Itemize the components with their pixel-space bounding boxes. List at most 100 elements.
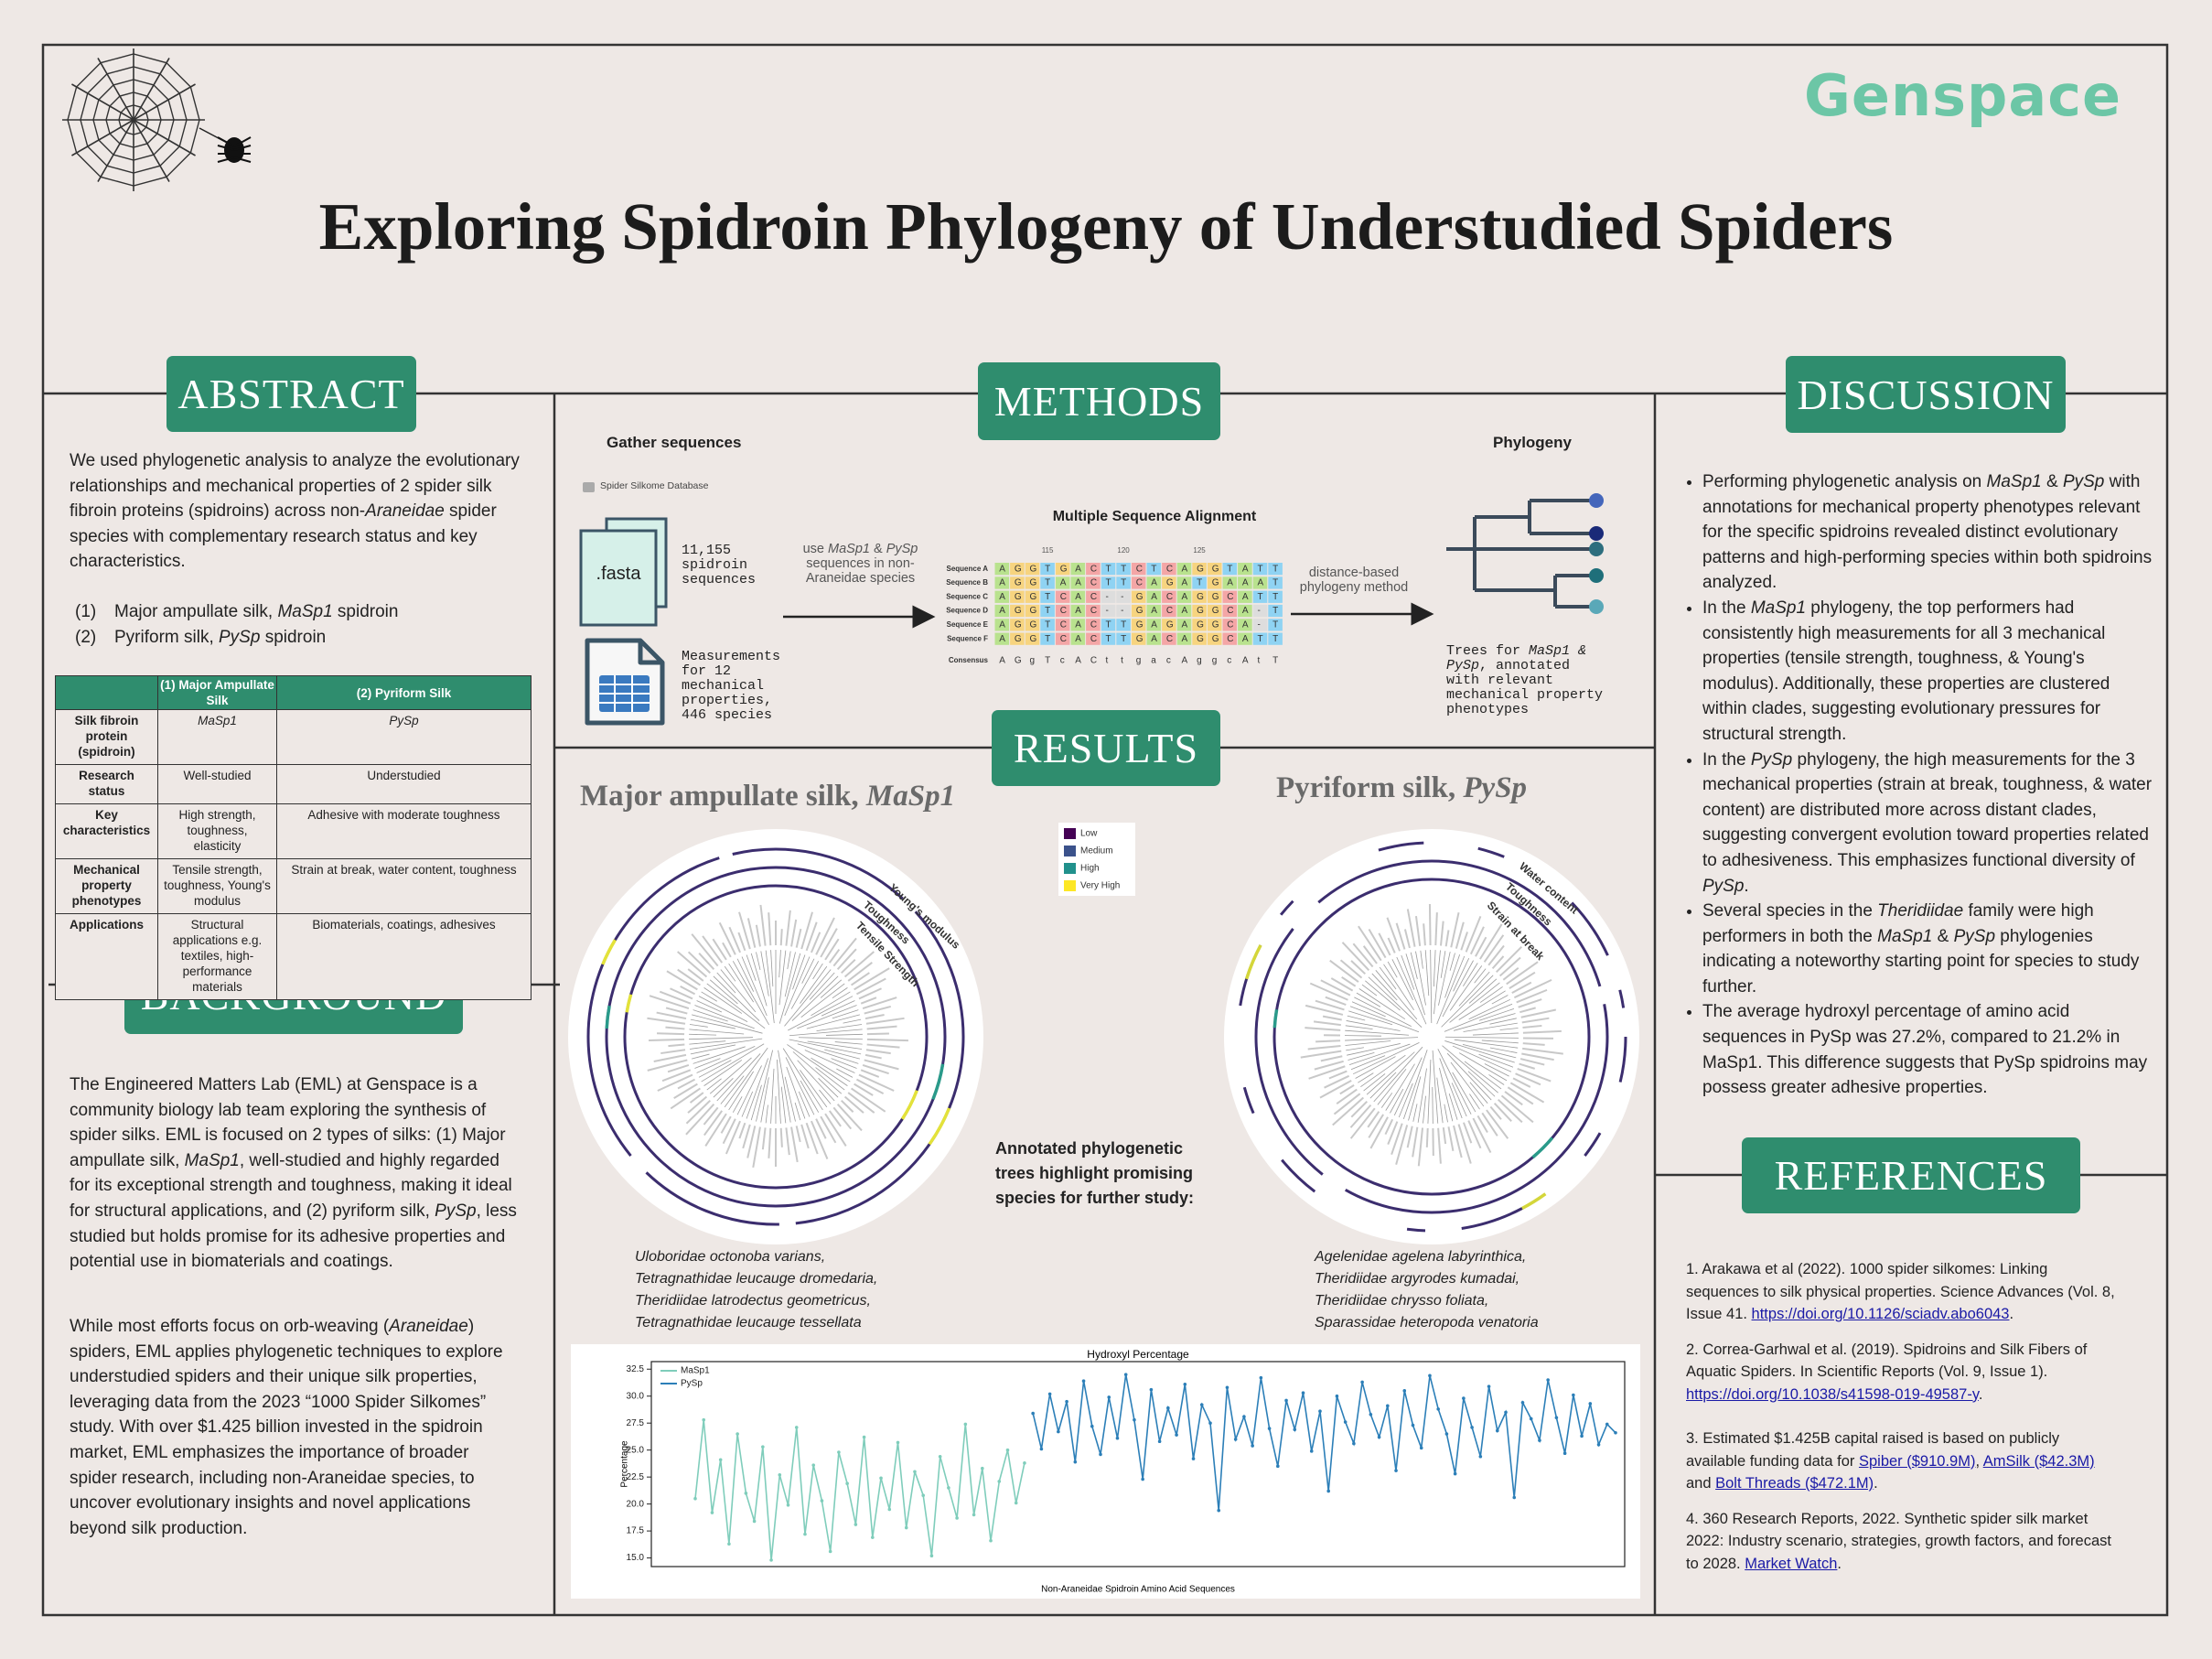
species-label — [824, 938, 840, 961]
species-label — [866, 1043, 900, 1049]
species-label — [742, 1124, 751, 1149]
species-label — [1406, 1126, 1413, 1148]
species-label — [836, 948, 857, 971]
tree-ring — [1272, 878, 1591, 1196]
bullet: Performing phylogenetic analysis on MaSp… — [1702, 469, 2156, 596]
reference-link[interactable]: Spiber ($910.9M) — [1858, 1452, 1976, 1470]
sequence-letters: AGGTCAC--GACAGGCATT — [999, 592, 1278, 602]
data-point — [1073, 1460, 1078, 1464]
data-point — [786, 1503, 790, 1507]
reference-link[interactable]: https://doi.org/10.1126/sciadv.abo6043 — [1751, 1306, 2010, 1322]
tree-branch — [741, 956, 768, 1017]
data-point — [769, 1558, 773, 1562]
tree-branch — [1464, 1061, 1502, 1090]
species-label — [843, 1095, 864, 1114]
alignment-cell — [1176, 632, 1192, 645]
tree-branch — [689, 1038, 763, 1050]
species-label — [805, 921, 818, 952]
legend-label: Medium — [1080, 846, 1113, 856]
tree-branch — [1379, 966, 1397, 990]
species-label — [718, 921, 736, 955]
alignment-cell — [1055, 590, 1070, 603]
data-point — [1276, 1464, 1280, 1469]
tree-branch — [836, 1068, 854, 1078]
species-label — [832, 1106, 853, 1130]
legend-label: MaSp1 — [681, 1366, 710, 1376]
data-point — [811, 1463, 816, 1467]
species-label — [1442, 1127, 1447, 1145]
tree-node — [1589, 493, 1604, 508]
data-point — [1546, 1378, 1550, 1382]
species-label — [1319, 1080, 1352, 1099]
alignment-cell — [994, 604, 1010, 618]
reference-link[interactable]: Bolt Threads ($472.1M) — [1715, 1475, 1874, 1492]
species-label — [1462, 1122, 1473, 1144]
tree-branch — [696, 1000, 723, 1013]
species-label — [687, 951, 711, 975]
spider-leg — [233, 136, 252, 147]
section-heading: DISCUSSION — [1786, 356, 2066, 433]
reference-link[interactable]: https://doi.org/10.1038/s41598-019-49587… — [1686, 1385, 1979, 1403]
species-label — [820, 928, 838, 958]
species-label — [1489, 1105, 1502, 1120]
species-label — [850, 1087, 886, 1113]
alignment-cell — [1268, 604, 1283, 618]
alignment-cell — [1238, 563, 1252, 576]
data-point — [997, 1480, 1002, 1483]
tree-branch — [807, 1040, 863, 1050]
web-ring — [80, 66, 188, 174]
species-label — [728, 926, 742, 953]
tree-branch — [694, 1058, 721, 1069]
alignment-cell — [1101, 632, 1116, 645]
alignment-cell — [1101, 604, 1116, 618]
text-segment: MaSp1 — [184, 1150, 240, 1170]
tree-branch — [732, 961, 769, 1026]
species-label — [1406, 909, 1416, 947]
reference-link[interactable]: AmSilk ($42.3M) — [1982, 1452, 2095, 1470]
species-label — [847, 1092, 875, 1114]
list-number: (1) — [75, 602, 97, 621]
tree-branch — [1354, 996, 1412, 1028]
data-point — [887, 1507, 892, 1512]
data-point — [1343, 1420, 1348, 1424]
species-label — [1336, 1088, 1358, 1104]
species-label — [1522, 1024, 1542, 1029]
data-point — [1377, 1435, 1381, 1439]
species-label — [1425, 1127, 1429, 1147]
web-thread — [97, 119, 134, 182]
species-label — [1475, 936, 1487, 957]
data-point — [1419, 1446, 1423, 1450]
species-label — [1322, 1015, 1342, 1021]
alignment-cell — [1055, 632, 1070, 645]
alignment-cell — [1101, 590, 1116, 603]
species-label — [1423, 923, 1426, 946]
list-text: Pyriform silk, PySp spidroin — [114, 625, 326, 651]
reference-link[interactable]: Market Watch — [1745, 1555, 1838, 1572]
tree-branch — [689, 1037, 754, 1040]
data-point — [1099, 1452, 1102, 1457]
trees-text: Trees for MaSp1 & PySp, annotated with r… — [1446, 644, 1611, 717]
tree-branch — [746, 954, 757, 981]
species-label — [790, 919, 798, 947]
species-label — [860, 996, 877, 1005]
tree-branch — [1371, 973, 1398, 1001]
tree-ring — [586, 847, 965, 1226]
tree-branch — [1441, 975, 1494, 1028]
data-point — [1394, 1469, 1398, 1472]
species-label — [854, 967, 890, 991]
text-segment: PySp — [2062, 472, 2105, 491]
species-label — [1349, 1104, 1372, 1128]
alignment-cell — [1176, 576, 1192, 589]
text-segment: MaSp1 — [865, 780, 956, 813]
y-tick-label: 15.0 — [627, 1553, 645, 1563]
reference: 4. 360 Research Reports, 2022. Synthetic… — [1686, 1508, 2121, 1576]
alignment-cell — [1146, 576, 1162, 589]
tree-branch — [1363, 1073, 1386, 1092]
species-label — [685, 1099, 711, 1125]
tree-branch — [1432, 1050, 1439, 1124]
spider-web — [62, 48, 252, 191]
alignment-cell — [1040, 604, 1055, 618]
tree-branch — [1345, 1029, 1410, 1036]
species-label — [1522, 1047, 1563, 1055]
tree-branch — [1451, 1083, 1467, 1117]
